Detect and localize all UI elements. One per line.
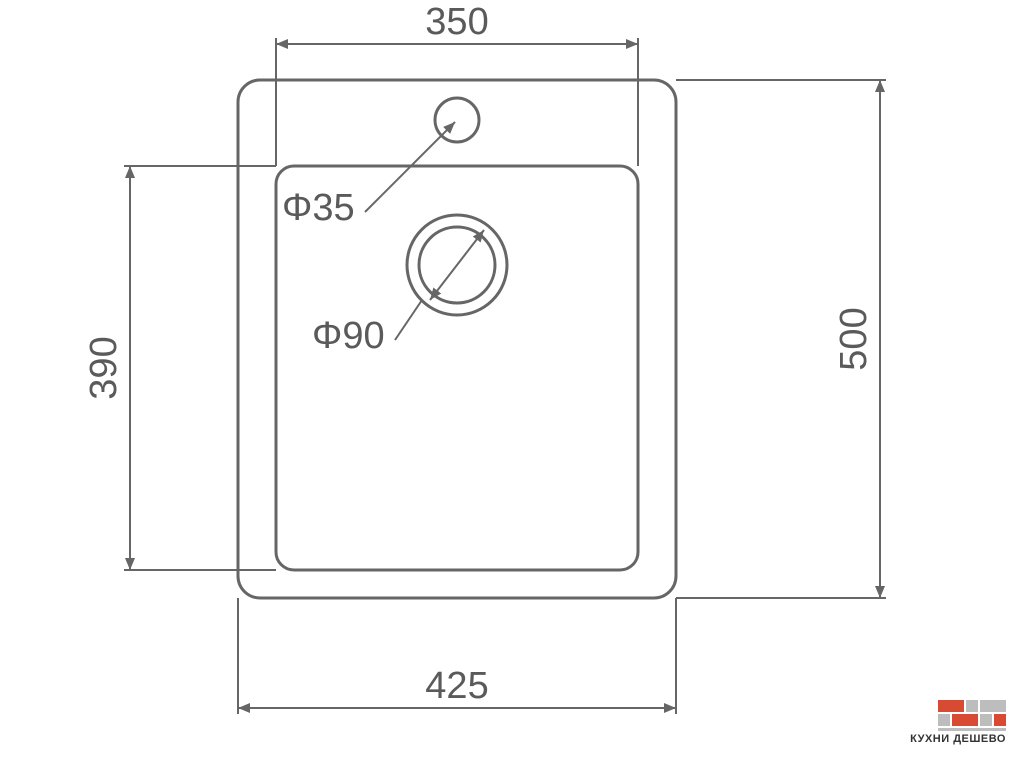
- brand-logo: КУХНИ ДЕШЕВО: [910, 700, 1006, 745]
- dim-top-label: 350: [425, 1, 488, 43]
- dim-left-label: 390: [83, 336, 125, 399]
- callout-phi35: Φ35: [282, 122, 455, 229]
- phi35-label: Φ35: [282, 187, 355, 229]
- dim-bottom-label: 425: [425, 665, 488, 707]
- dim-bottom: 425: [238, 598, 676, 714]
- dim-left: 390: [83, 166, 276, 570]
- dim-right-label: 500: [833, 307, 875, 370]
- dim-right: 500: [676, 80, 886, 598]
- phi90-label: Φ90: [312, 315, 385, 357]
- callout-phi90: Φ90: [312, 230, 484, 357]
- technical-drawing: 350 425 390 500 Φ35 Φ90 КУХНИ Д: [0, 0, 1024, 768]
- sink-outer: [238, 80, 676, 598]
- brand-logo-text: КУХНИ ДЕШЕВО: [910, 733, 1006, 745]
